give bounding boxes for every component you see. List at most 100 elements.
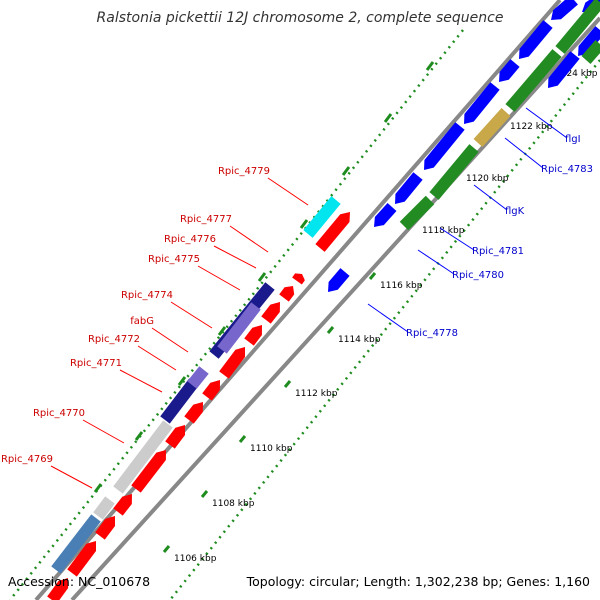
major-tick (217, 326, 227, 336)
upper-tick-ruler (9, 29, 464, 600)
leader-line (170, 301, 213, 329)
forward-cds (202, 380, 220, 401)
major-tick (383, 113, 393, 123)
forward-cds (315, 212, 350, 252)
gene-label: Rpic_4774 (121, 290, 173, 301)
reverse-cds (578, 26, 600, 56)
reverse-cds (551, 0, 578, 20)
major-tick (238, 435, 247, 443)
major-tick (162, 545, 171, 553)
gene-feature (555, 0, 600, 54)
leader-line (417, 249, 455, 275)
gene-label: Rpic_4783 (541, 164, 593, 175)
accession-text: Accession: NC_010678 (8, 574, 151, 589)
major-tick (257, 272, 267, 282)
reverse-cds (519, 20, 553, 60)
leader-line (473, 184, 508, 211)
backbone-inner (70, 16, 600, 600)
major-tick (134, 431, 144, 441)
forward-cds (95, 516, 115, 540)
tick-label: 1112 kbp (295, 389, 338, 399)
leader-line (525, 107, 568, 139)
leader-line (367, 303, 409, 333)
major-tick (368, 272, 377, 280)
forward-cds (279, 286, 295, 302)
gene-label: flgK (505, 206, 525, 217)
gene-label: Rpic_4771 (70, 358, 122, 369)
leader-line (119, 369, 163, 393)
leader-line (151, 327, 189, 353)
reverse-cds (548, 51, 580, 88)
gene-feature (581, 40, 600, 64)
leader-line (267, 177, 309, 206)
leader-line (213, 245, 257, 269)
major-tick (177, 376, 187, 386)
gene-label: Rpic_4770 (33, 408, 85, 419)
leader-line (439, 227, 475, 251)
tick-label: 1124 kbp (555, 69, 598, 79)
gene-feature (113, 420, 173, 494)
gene-feature (217, 302, 261, 354)
reverse-cds (374, 202, 397, 227)
forward-cds (244, 325, 262, 346)
gene-feature (473, 107, 511, 148)
gene-label: Rpic_4779 (218, 166, 270, 177)
tick-labels: 1106 kbp 1108 kbp 1110 kbp 1112 kbp 1114 kbp… (174, 69, 598, 564)
major-tick (326, 326, 335, 334)
gene-label: Rpic_4769 (1, 454, 53, 465)
map-title: Ralstonia pickettii 12J chromosome 2, co… (96, 10, 504, 26)
gene-label: Rpic_4772 (88, 334, 140, 345)
gene-feature (505, 49, 562, 112)
tick-label: 1106 kbp (174, 554, 217, 564)
gene-label: Rpic_4780 (452, 270, 504, 281)
forward-cds (131, 450, 166, 493)
forward-cds (47, 578, 69, 600)
tick-label: 1122 kbp (510, 122, 553, 132)
reverse-cds (499, 59, 520, 82)
lower-tick-ruler (169, 59, 600, 600)
tick-label: 1116 kbp (380, 281, 423, 291)
gene-label: flgI (565, 134, 581, 145)
gene-feature (399, 195, 435, 231)
topology-summary: Topology: circular; Length: 1,302,238 bp… (246, 574, 590, 589)
forward-cds (292, 273, 305, 285)
major-tick (283, 380, 292, 388)
major-tick (299, 219, 309, 229)
gene-feature (187, 366, 209, 389)
reverse-cds (328, 268, 350, 292)
gene-label: Rpic_4781 (472, 246, 524, 257)
major-tick (93, 483, 103, 493)
gene-feature (93, 496, 115, 520)
leader-line (82, 419, 125, 444)
leader-line (137, 345, 177, 371)
forward-cds (165, 425, 185, 449)
tick-label: 1114 kbp (338, 335, 381, 345)
gene-label: Rpic_4777 (180, 214, 232, 225)
forward-cds (67, 541, 96, 577)
gene-label: Rpic_4775 (148, 254, 200, 265)
leader-line (229, 225, 269, 253)
gene-feature (160, 378, 199, 424)
major-tick (425, 61, 435, 71)
tick-label: 1110 kbp (250, 444, 293, 454)
reverse-cds (464, 82, 500, 124)
gene-label: Rpic_4778 (406, 328, 458, 339)
reverse-cds (395, 172, 423, 204)
reverse-cds (424, 122, 465, 170)
tick-label: 1120 kbp (466, 174, 509, 184)
gene-label: fabG (130, 316, 154, 327)
gene-features (47, 0, 600, 600)
gene-feature (303, 196, 341, 238)
major-tick (341, 166, 351, 176)
tick-label: 1108 kbp (212, 499, 255, 509)
forward-cds (261, 302, 280, 324)
major-tick (200, 490, 209, 498)
leader-lines (50, 107, 568, 489)
reverse-gene-labels: flgI Rpic_4783 flgK Rpic_4781 Rpic_4780 Rpic_… (406, 134, 593, 339)
forward-gene-labels: Rpic_4779 Rpic_4777 Rpic_4776 Rpic_4775 Rpic… (1, 166, 270, 465)
gene-feature (51, 514, 101, 574)
leader-line (50, 465, 93, 489)
gene-feature (429, 144, 479, 200)
leader-line (197, 265, 241, 291)
